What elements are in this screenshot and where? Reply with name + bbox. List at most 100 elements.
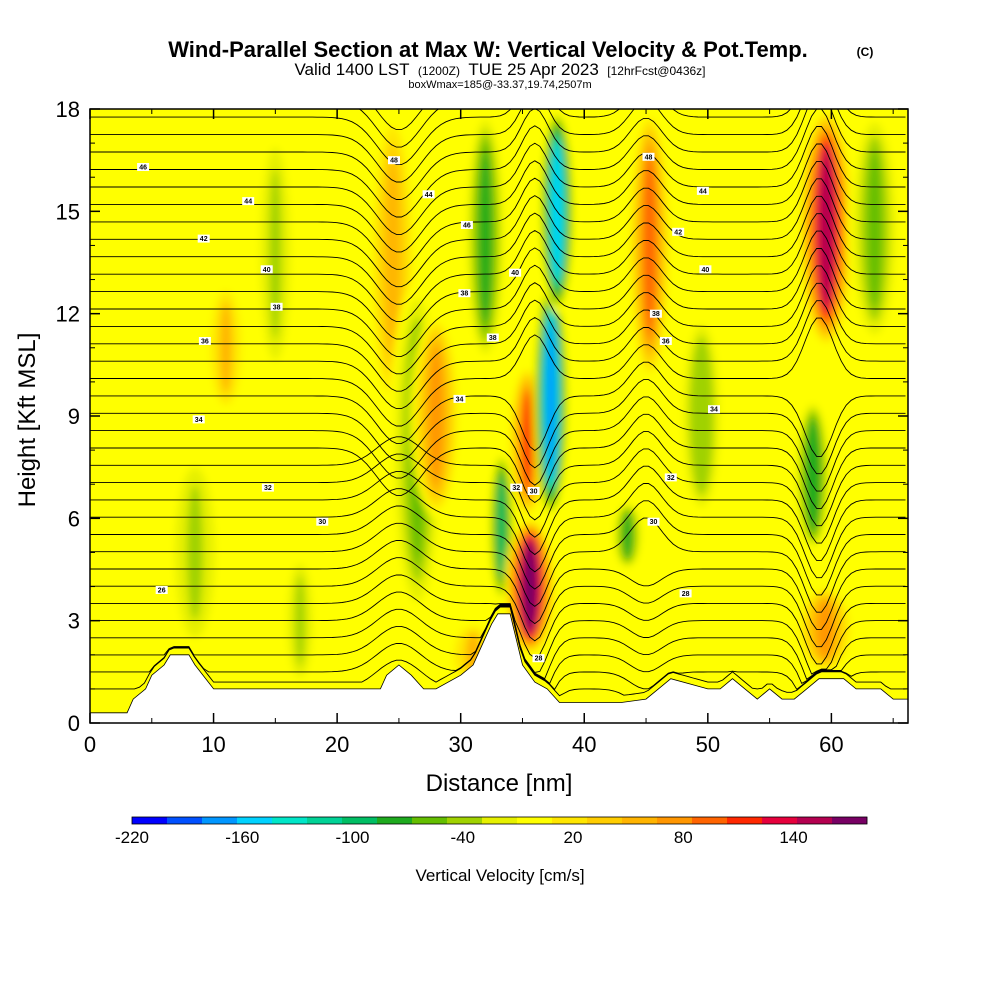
colorbar-swatch (132, 817, 168, 824)
contour-label: 38 (489, 335, 497, 342)
contour-label: 30 (318, 519, 326, 526)
velocity-contour (386, 160, 400, 365)
velocity-column (677, 313, 726, 519)
isentrope-line (90, 317, 906, 427)
terrain (90, 613, 908, 723)
velocity-column (410, 313, 462, 519)
contour-label-bg (388, 156, 400, 165)
contour-label-bg (509, 268, 522, 277)
subtitle-date: TUE 25 Apr 2023 (468, 60, 598, 79)
colorbar-swatch (517, 817, 553, 824)
velocity-column (795, 586, 855, 672)
isentrope-line (90, 213, 906, 323)
velocity-contour (867, 149, 882, 308)
isentrope-line (90, 361, 906, 457)
contour-label-bg (679, 589, 692, 598)
contour-label: 42 (674, 229, 682, 236)
isentrope-line (90, 109, 906, 183)
contour-label-bg (192, 415, 205, 424)
isentrope-line (90, 448, 906, 544)
isentrope-line (90, 195, 906, 305)
contour-label: 28 (682, 591, 690, 598)
contour-label: 44 (699, 188, 707, 195)
colorbar-swatch (552, 817, 588, 824)
contour-label: 38 (652, 311, 660, 318)
subtitle-prefix: Valid 1400 LST (294, 60, 409, 79)
x-tick-label: 30 (448, 732, 472, 757)
contour-label-bg (696, 186, 709, 195)
colorbar-tick-label: 80 (674, 828, 693, 847)
contour-label-bg (198, 337, 211, 345)
isentrope-line (90, 396, 906, 492)
contour-label: 30 (650, 519, 658, 526)
isentrope-lines (90, 109, 906, 697)
velocity-column (795, 398, 831, 553)
contour-label-bg (316, 517, 329, 526)
x-tick-label: 40 (572, 732, 596, 757)
chart-subtitle-2: boxWmax=185@-33.37,19.74,2507m (408, 79, 591, 91)
colorbar-swatch (692, 817, 728, 824)
colorbar-swatch (237, 817, 273, 824)
chart-title: Wind-Parallel Section at Max W: Vertical… (168, 37, 808, 62)
isentrope-line (90, 517, 906, 613)
isentrope-line (90, 109, 906, 200)
y-tick-label: 3 (68, 609, 80, 634)
colorbar-swatch (447, 817, 483, 824)
contour-label: 34 (710, 407, 718, 414)
velocity-contour (187, 484, 203, 621)
velocity-contour (480, 152, 491, 322)
colorbar-swatch (307, 817, 343, 824)
velocity-column (163, 450, 227, 655)
contour-label-bg (242, 197, 255, 206)
velocity-contour (220, 302, 232, 393)
subtitle-fcst: [12hrFcst@0436z] (607, 64, 705, 78)
isentrope-line (90, 109, 906, 218)
isentrope-line (90, 483, 906, 579)
colorbar-swatch (762, 817, 798, 824)
y-axis-label: Height [Kft MSL] (14, 333, 41, 508)
isentrope-line (90, 143, 906, 253)
velocity-contour (695, 348, 708, 484)
contour-label-bg (422, 190, 435, 199)
contour-label: 40 (511, 270, 519, 277)
contour-label: 26 (158, 588, 166, 595)
colorbar-swatch (412, 817, 448, 824)
y-tick-label: 15 (56, 199, 80, 224)
contour-label-bg (659, 337, 672, 345)
isentrope-line (90, 126, 906, 235)
contour-label: 34 (456, 396, 464, 403)
isentrope-line (90, 465, 906, 561)
x-axis-label: Distance [nm] (426, 770, 573, 797)
velocity-column (251, 126, 299, 382)
velocity-contour (269, 169, 282, 339)
velocity-column (202, 279, 250, 416)
colorbar-swatch (622, 817, 658, 824)
velocity-contour (523, 541, 537, 632)
colorbar (131, 816, 868, 825)
velocity-contour (498, 476, 505, 578)
isentrope-line (90, 604, 906, 680)
x-tick-label: 10 (201, 732, 225, 757)
contour-label-bg (270, 302, 283, 311)
colorbar-swatch (342, 817, 378, 824)
contour-label: 38 (273, 304, 281, 311)
contour-label: 46 (139, 165, 147, 172)
y-tick-label: 9 (68, 404, 80, 429)
y-tick-label: 0 (68, 711, 80, 736)
isentrope-line (90, 574, 906, 665)
y-tick-label: 18 (56, 97, 80, 122)
contour-label-bg (527, 487, 540, 495)
isentrope-line (90, 540, 906, 630)
contour-label-bg (532, 654, 545, 663)
velocity-contour (808, 424, 818, 527)
isentrope-line (90, 160, 906, 270)
contour-label-bg (510, 483, 523, 492)
isentrope-line (90, 230, 906, 340)
contour-label: 28 (535, 656, 543, 663)
colorbar-swatch (167, 817, 203, 824)
contour-label-bg (664, 473, 677, 482)
isentrope-line (90, 109, 906, 166)
colorbar-tick-label: -160 (225, 828, 259, 847)
